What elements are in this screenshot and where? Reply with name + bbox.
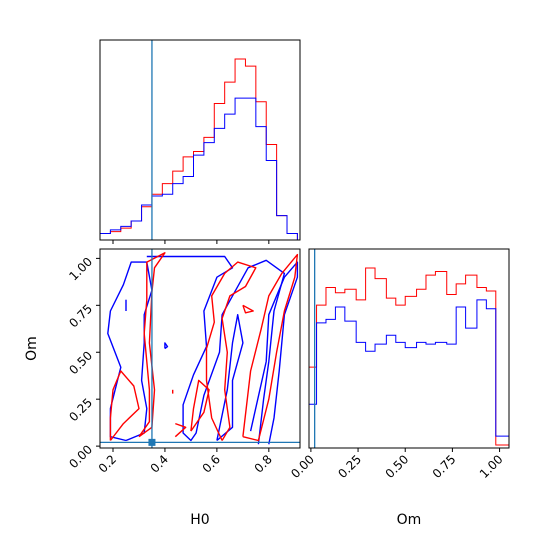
contour-blue-0: [107, 261, 153, 442]
contour-red-5: [109, 370, 140, 441]
contour-red-13: [174, 422, 187, 438]
om-y-axis-label: Om: [24, 336, 40, 361]
contour-blue-11: [164, 342, 169, 350]
contour-blue-3: [249, 261, 299, 445]
contour-red-8: [190, 379, 210, 432]
om-histogram-red-series: [308, 267, 509, 448]
contour-lines: [107, 252, 299, 445]
h0-x-axis-label: H0: [190, 512, 209, 528]
h0-histogram-blue-series: [99, 97, 298, 240]
contour-frame: [99, 248, 301, 449]
om-histogram-blue-series: [308, 299, 509, 448]
truth-marker: [148, 438, 156, 446]
contour-red-4: [138, 252, 166, 438]
contour-red-6: [205, 261, 257, 441]
contour-red-9: [242, 304, 254, 314]
h0-histogram-frame: [99, 39, 301, 241]
om-histogram-frame: [308, 248, 510, 449]
h0-histogram-panel: [99, 39, 301, 244]
contour-red-7: [242, 253, 299, 442]
om-x-axis-label: Om: [397, 512, 422, 528]
contour-blue-1: [146, 255, 286, 445]
contour-blue-2: [216, 314, 244, 442]
